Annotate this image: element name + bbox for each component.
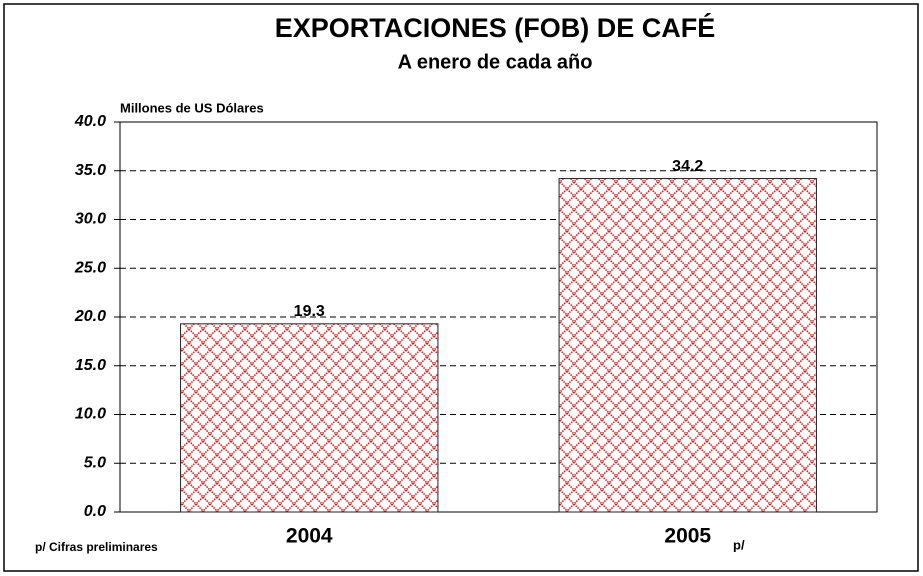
y-tick-label: 15.0 [75,357,106,374]
y-tick-label: 0.0 [84,503,106,520]
y-tick-label: 40.0 [74,113,106,130]
value-label: 19.3 [294,303,325,320]
chart-title: EXPORTACIONES (FOB) DE CAFÉ [275,12,716,43]
category-note: p/ [733,537,745,552]
y-axis-label: Millones de US Dólares [120,100,264,115]
chart-subtitle: A enero de cada año [398,51,593,73]
x-tick-label: 2004 [286,525,333,548]
y-tick-label: 25.0 [74,259,106,276]
y-tick-label: 5.0 [84,454,106,471]
footnote: p/ Cifras preliminares [35,540,158,554]
bar [180,323,439,513]
y-tick-label: 35.0 [75,162,106,179]
x-tick-label: 2005 [664,525,711,548]
bar [558,178,817,513]
y-tick-label: 20.0 [74,308,106,325]
y-tick-label: 10.0 [75,406,106,423]
y-tick-label: 30.0 [75,211,106,228]
value-label: 34.2 [672,158,703,175]
